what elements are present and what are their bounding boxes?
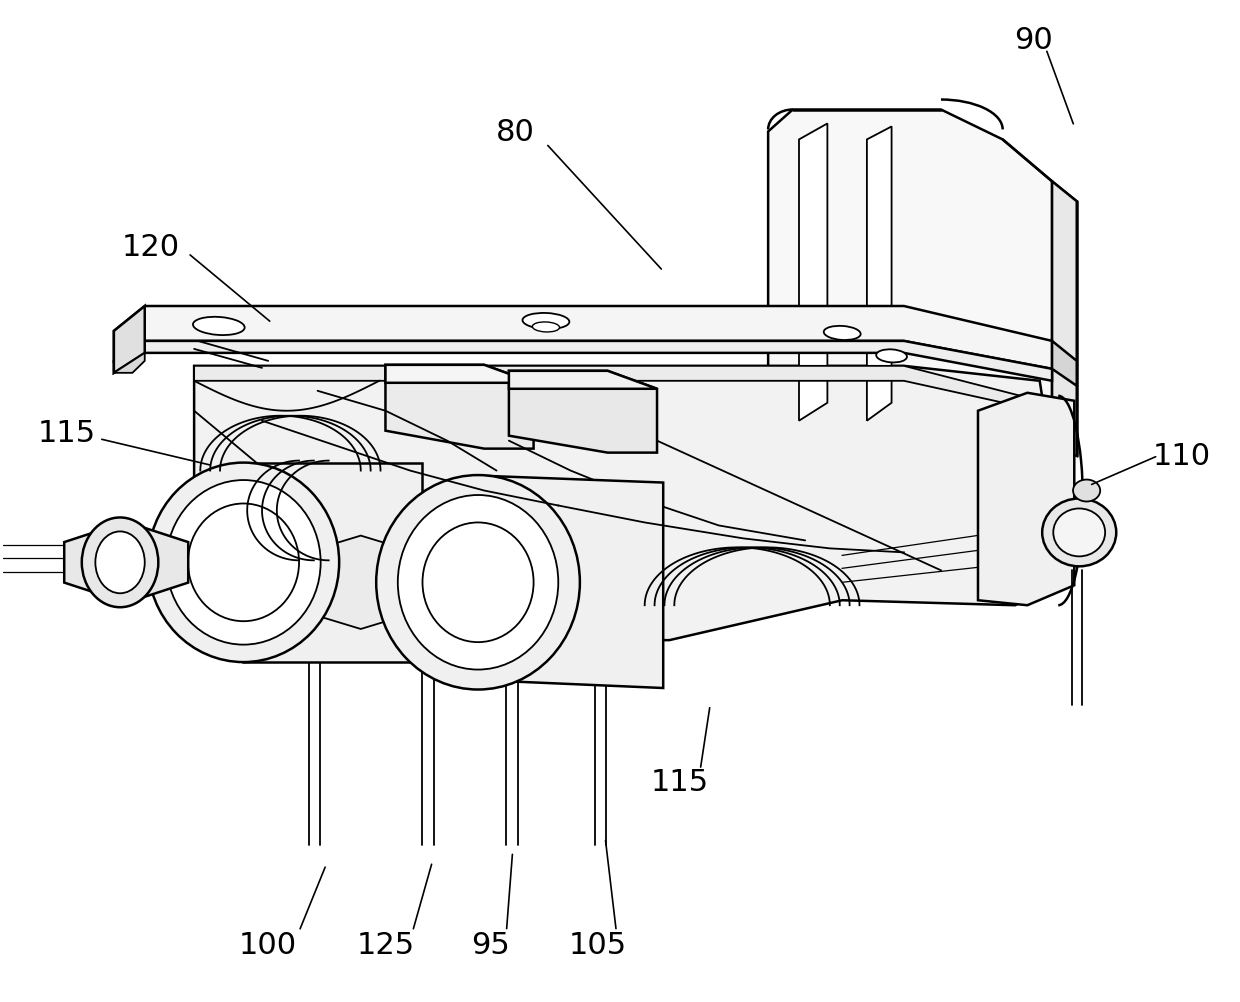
Ellipse shape [1042, 499, 1116, 567]
Polygon shape [768, 110, 1052, 456]
Ellipse shape [1053, 509, 1105, 557]
Text: 110: 110 [1153, 442, 1210, 471]
Polygon shape [867, 127, 892, 421]
Ellipse shape [376, 476, 580, 689]
Text: 80: 80 [496, 118, 534, 147]
Ellipse shape [166, 481, 321, 645]
Polygon shape [1052, 342, 1076, 387]
Polygon shape [799, 124, 827, 421]
Polygon shape [114, 307, 1052, 370]
Ellipse shape [823, 327, 861, 341]
Polygon shape [195, 367, 1039, 411]
Ellipse shape [148, 463, 340, 662]
Ellipse shape [522, 314, 569, 330]
Text: 115: 115 [38, 419, 95, 448]
Polygon shape [243, 463, 423, 662]
Polygon shape [114, 354, 145, 374]
Ellipse shape [95, 532, 145, 593]
Polygon shape [145, 342, 1052, 382]
Text: 95: 95 [471, 930, 510, 959]
Ellipse shape [1073, 480, 1100, 502]
Ellipse shape [188, 504, 299, 621]
Text: 100: 100 [239, 930, 298, 959]
Polygon shape [386, 366, 533, 384]
Ellipse shape [423, 523, 533, 642]
Polygon shape [195, 367, 1064, 640]
Polygon shape [508, 372, 657, 390]
Polygon shape [479, 476, 663, 688]
Ellipse shape [82, 518, 159, 607]
Polygon shape [114, 307, 145, 374]
Text: 125: 125 [356, 930, 414, 959]
Text: 105: 105 [569, 930, 627, 959]
Ellipse shape [398, 496, 558, 670]
Text: 115: 115 [650, 768, 708, 797]
Polygon shape [64, 522, 188, 603]
Polygon shape [386, 366, 533, 449]
Text: 120: 120 [122, 232, 180, 262]
Polygon shape [1052, 182, 1076, 456]
Ellipse shape [193, 318, 244, 336]
Text: 90: 90 [1014, 26, 1053, 55]
Ellipse shape [877, 350, 906, 363]
Polygon shape [508, 372, 657, 453]
Ellipse shape [532, 323, 559, 333]
Polygon shape [284, 536, 438, 629]
Polygon shape [978, 394, 1074, 605]
Polygon shape [114, 342, 145, 374]
